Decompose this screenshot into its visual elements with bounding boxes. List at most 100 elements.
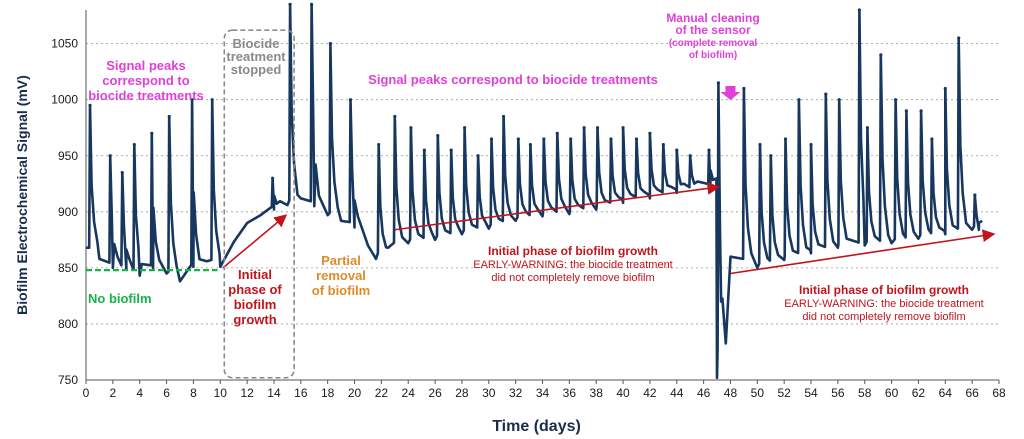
x-tick-label: 26 (428, 386, 442, 400)
peak-point (809, 142, 813, 147)
peak-point (930, 137, 934, 141)
peak-point (555, 131, 559, 135)
peak-point (476, 154, 480, 158)
peak-point (582, 126, 586, 130)
peak-point (675, 148, 679, 152)
peak-point (528, 142, 533, 147)
ann-initial-phase-3-line: EARLY-WARNING: the biocide treatment (784, 298, 984, 310)
peak-point (88, 103, 92, 107)
x-tick-label: 38 (590, 386, 604, 400)
x-tick-label: 10 (214, 386, 228, 400)
x-tick-label: 20 (348, 386, 362, 400)
x-axis-label: Time (days) (492, 418, 581, 435)
peak-point (609, 137, 613, 141)
ann-manual-cleaning-line: Manual cleaning (666, 11, 759, 25)
x-tick-label: 50 (751, 386, 765, 400)
ann-partial-removal-line: of biofilm (312, 283, 371, 298)
peak-point (943, 86, 947, 91)
ann-peaks-mid-line: Signal peaks correspond to biocide treat… (368, 72, 658, 87)
peak-point (919, 109, 923, 113)
peak-point (769, 154, 773, 158)
peak-point (501, 114, 506, 119)
x-tick-label: 36 (563, 386, 577, 400)
x-tick-label: 60 (885, 386, 899, 400)
trend-arrow (730, 229, 996, 275)
ann-initial-phase-3-line: Initial phase of biofilm growth (799, 283, 969, 297)
x-tick-label: 54 (804, 386, 818, 400)
peak-point (957, 36, 961, 40)
peak-point (463, 126, 467, 130)
peak-point (348, 98, 353, 102)
y-tick-label: 900 (58, 205, 78, 219)
x-tick-label: 12 (240, 386, 254, 400)
x-tick-label: 24 (402, 386, 416, 400)
x-tick-label: 30 (482, 386, 496, 400)
peak-point (688, 154, 692, 158)
x-tick-label: 8 (190, 386, 197, 400)
ann-peaks-left-line: biocide treatments (88, 88, 204, 103)
x-tick-label: 62 (912, 386, 926, 400)
peak-point (824, 92, 828, 96)
x-tick-label: 2 (110, 386, 117, 400)
biocide-stopped-box (223, 29, 295, 379)
peak-point (857, 8, 861, 12)
peak-point (648, 131, 652, 135)
x-tick-label: 18 (321, 386, 335, 400)
ann-initial-phase-3-line: did not completely remove biofilm (802, 311, 965, 323)
peak-point (409, 126, 413, 130)
x-tick-label: 56 (831, 386, 845, 400)
y-tick-label: 850 (58, 261, 78, 275)
x-tick-label: 42 (643, 386, 657, 400)
ann-manual-cleaning-line: of biofilm) (689, 50, 737, 61)
ann-initial-phase-1-line: biofilm (234, 297, 277, 312)
x-tick-label: 58 (858, 386, 872, 400)
x-tick-label: 64 (939, 386, 953, 400)
peak-point (328, 42, 332, 46)
x-tick-label: 34 (536, 386, 550, 400)
peak-point (879, 53, 883, 57)
peak-point (108, 154, 112, 158)
peak-point (210, 98, 214, 102)
peak-point (309, 2, 314, 6)
peak-point (569, 137, 573, 141)
peak-point (167, 114, 171, 119)
peak-point (288, 2, 292, 6)
peak-point (865, 126, 870, 130)
x-tick-label: 16 (294, 386, 308, 400)
peak-point (894, 98, 898, 102)
x-tick-label: 46 (697, 386, 711, 400)
ann-initial-phase-1-line: phase of (228, 282, 282, 297)
signal-line (86, 3, 983, 380)
peak-point (436, 133, 440, 138)
x-tick-label: 48 (724, 386, 738, 400)
peak-point (783, 137, 788, 141)
peak-point (973, 193, 977, 197)
peak-point (377, 142, 381, 147)
peak-point (449, 148, 453, 152)
ann-initial-phase-2-line: EARLY-WARNING: the biocide treatment (473, 259, 673, 271)
x-tick-label: 44 (670, 386, 684, 400)
peak-point (621, 126, 625, 130)
peak-point (516, 137, 520, 141)
ann-biocide-stopped-line: stopped (231, 62, 282, 77)
y-tick-label: 800 (58, 317, 78, 331)
ann-initial-phase-2-line: did not completely remove biofilm (491, 272, 654, 284)
peak-point (542, 137, 546, 141)
x-tick-label: 66 (965, 386, 979, 400)
x-tick-label: 28 (455, 386, 469, 400)
y-tick-label: 750 (58, 373, 78, 387)
trend-arrows (86, 182, 996, 275)
x-tick-label: 0 (83, 386, 90, 400)
ann-peaks-left-line: Signal peaks (106, 58, 185, 73)
ann-biocide-stopped-line: treatment (226, 49, 286, 64)
peak-point (190, 98, 194, 102)
peak-point (837, 98, 841, 102)
ann-partial-removal-line: removal (316, 268, 366, 283)
ann-partial-removal-line: Partial (321, 253, 361, 268)
x-tick-label: 32 (509, 386, 523, 400)
manual-cleaning-arrow (720, 86, 741, 100)
y-tick-label: 1000 (51, 93, 78, 107)
signal-series (86, 2, 983, 380)
